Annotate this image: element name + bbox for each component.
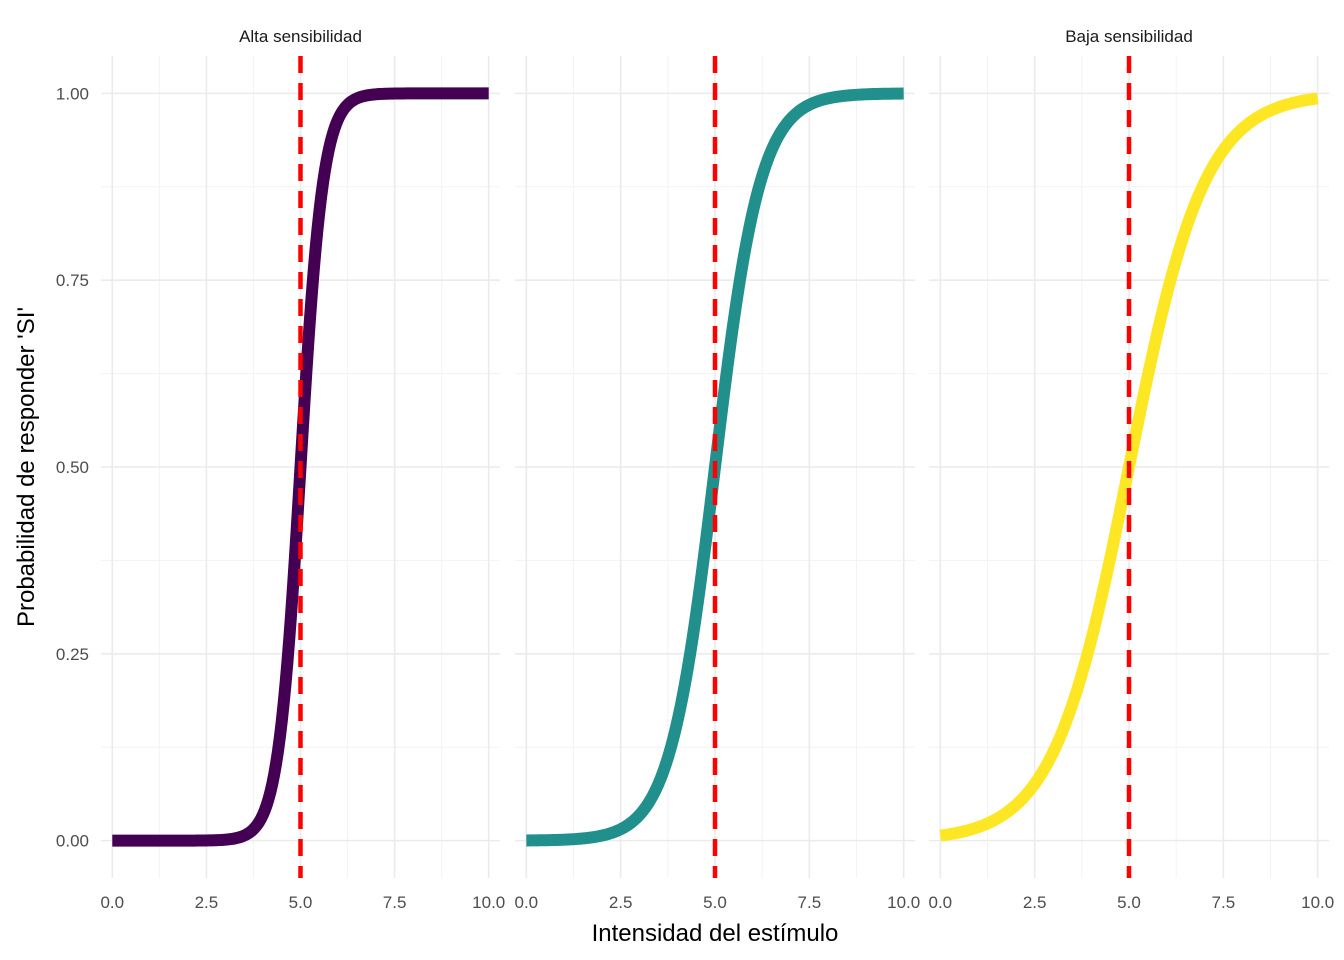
y-axis-title: Probabilidad de responder 'SI' bbox=[13, 307, 40, 627]
x-tick-label: 7.5 bbox=[383, 893, 407, 912]
x-tick-label: 7.5 bbox=[1212, 893, 1236, 912]
x-tick-label: 10.0 bbox=[472, 893, 505, 912]
x-tick-label: 7.5 bbox=[798, 893, 822, 912]
x-tick-label: 0.0 bbox=[929, 893, 953, 912]
y-tick-label: 0.00 bbox=[56, 832, 89, 851]
y-axis: 0.00 0.25 0.50 0.75 1.00 bbox=[56, 84, 89, 850]
panel-strip-label: Baja sensibilidad bbox=[1065, 27, 1193, 46]
x-tick-label: 5.0 bbox=[1117, 893, 1141, 912]
panel-3: 0.0 2.5 5.0 7.5 10.0 Baja sensibilidad bbox=[929, 27, 1335, 912]
x-tick-label: 2.5 bbox=[1023, 893, 1047, 912]
x-axis-title: Intensidad del estímulo bbox=[592, 920, 839, 947]
x-tick-label: 0.0 bbox=[515, 893, 539, 912]
panel-strip-label: Alta sensibilidad bbox=[239, 27, 362, 46]
x-tick-label: 0.0 bbox=[100, 893, 124, 912]
y-tick-label: 0.50 bbox=[56, 458, 89, 477]
x-tick-label: 5.0 bbox=[703, 893, 727, 912]
x-tick-label: 2.5 bbox=[609, 893, 633, 912]
panel-1: 0.0 2.5 5.0 7.5 10.0 Alta sensibilidad bbox=[100, 27, 505, 912]
y-tick-label: 1.00 bbox=[56, 84, 89, 103]
x-tick-label: 5.0 bbox=[289, 893, 313, 912]
panels-layer: 0.0 2.5 5.0 7.5 10.0 Alta sensibilidad 0.0 2.5 5… bbox=[100, 27, 1334, 912]
y-tick-label: 0.75 bbox=[56, 271, 89, 290]
x-tick-label: 10.0 bbox=[1301, 893, 1334, 912]
y-tick-label: 0.25 bbox=[56, 645, 89, 664]
panel-2: 0.0 2.5 5.0 7.5 10.0 bbox=[515, 56, 920, 912]
x-tick-label: 2.5 bbox=[195, 893, 219, 912]
x-tick-label: 10.0 bbox=[887, 893, 920, 912]
